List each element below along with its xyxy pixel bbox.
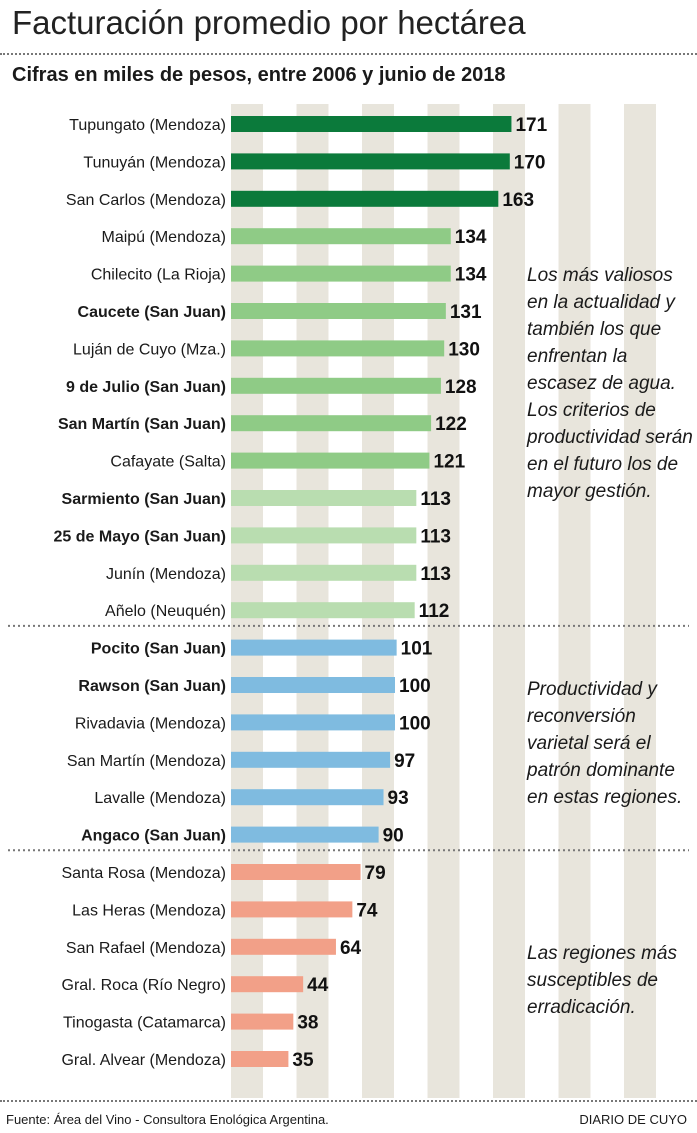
category-label: Cafayate (Salta) [110, 454, 226, 471]
bar [231, 190, 499, 207]
value-label: 38 [297, 1013, 318, 1034]
bar [231, 1013, 294, 1030]
category-label: Gral. Roca (Río Negro) [62, 977, 227, 994]
category-label: Tinogasta (Catamarca) [63, 1015, 226, 1032]
bar [231, 938, 336, 955]
bar [231, 602, 415, 619]
value-label: 113 [420, 489, 451, 510]
category-label: Las Heras (Mendoza) [72, 902, 226, 919]
value-label: 134 [455, 227, 487, 248]
category-label: San Martín (San Juan) [58, 416, 226, 433]
category-label: Tunuyán (Mendoza) [83, 154, 226, 171]
value-label: 163 [502, 190, 534, 211]
category-label: San Martín (Mendoza) [67, 753, 226, 770]
category-label: Gral. Alvear (Mendoza) [61, 1052, 226, 1069]
category-label: San Carlos (Mendoza) [66, 192, 226, 209]
category-label: Pocito (San Juan) [91, 641, 226, 658]
bar [231, 976, 304, 993]
bar [231, 377, 441, 394]
bar [231, 714, 395, 731]
chart-subtitle: Cifras en miles de pesos, entre 2006 y j… [12, 64, 506, 86]
category-label: Santa Rosa (Mendoza) [61, 865, 226, 882]
bar [231, 901, 353, 918]
bar [231, 527, 417, 544]
background-column [493, 104, 525, 1098]
value-label: 112 [419, 601, 450, 622]
bar [231, 228, 451, 245]
background-column [624, 104, 656, 1098]
category-label: San Rafael (Mendoza) [66, 940, 226, 957]
category-label: Añelo (Neuquén) [105, 603, 226, 620]
category-label: Rawson (San Juan) [78, 678, 226, 695]
bar [231, 751, 391, 768]
bar [231, 677, 395, 693]
bar [231, 415, 432, 432]
bar [231, 490, 417, 506]
bar [231, 153, 510, 170]
value-label: 44 [307, 975, 329, 996]
value-label: 121 [433, 452, 465, 473]
bar [231, 864, 361, 880]
value-label: 130 [448, 339, 480, 360]
value-label: 134 [455, 265, 487, 286]
value-label: 35 [292, 1050, 314, 1071]
category-label: Luján de Cuyo (Mza.) [73, 341, 226, 358]
brand-name: DIARIO DE CUYO [579, 1112, 687, 1127]
value-label: 113 [420, 564, 451, 585]
value-label: 170 [514, 152, 546, 173]
note-eradication: Las regiones más susceptibles de erradic… [527, 943, 677, 1018]
value-label: 128 [445, 377, 477, 398]
bar [231, 789, 384, 806]
note-reconversion: Productividad y reconversión varietal se… [527, 679, 683, 808]
bar [231, 639, 397, 656]
value-label: 74 [356, 900, 378, 921]
background-column [362, 104, 394, 1098]
bar [231, 303, 446, 319]
bar [231, 340, 445, 357]
value-label: 100 [399, 676, 431, 697]
background-column [558, 104, 591, 1098]
value-label: 64 [340, 938, 362, 959]
bar [231, 1051, 289, 1067]
value-label: 171 [515, 115, 547, 136]
title-divider [0, 53, 697, 55]
category-label: Junín (Mendoza) [106, 566, 226, 583]
category-label: Tupungato (Mendoza) [69, 117, 226, 134]
category-label: Maipú (Mendoza) [102, 229, 227, 246]
bar [231, 826, 379, 843]
footer-divider [0, 1100, 697, 1102]
category-label: Rivadavia (Mendoza) [75, 715, 226, 732]
category-label: Angaco (San Juan) [81, 828, 226, 845]
source-note: Fuente: Área del Vino - Consultora Enoló… [6, 1112, 329, 1127]
bar [231, 116, 512, 132]
note-high-value: Los más valiosos en la actualidad y tamb… [527, 265, 693, 502]
value-label: 79 [365, 863, 386, 884]
bar [231, 564, 417, 581]
value-label: 90 [383, 826, 404, 847]
value-label: 131 [450, 302, 482, 323]
value-label: 122 [435, 414, 467, 435]
bar [231, 452, 430, 469]
value-label: 100 [399, 713, 431, 734]
category-label: Chilecito (La Rioja) [91, 267, 226, 284]
value-label: 97 [394, 751, 415, 772]
category-label: 9 de Julio (San Juan) [66, 379, 226, 396]
bar [231, 265, 451, 282]
category-label: Lavalle (Mendoza) [94, 790, 226, 807]
chart-title: Facturación promedio por hectárea [12, 4, 526, 41]
category-label: Sarmiento (San Juan) [62, 491, 226, 508]
category-label: 25 de Mayo (San Juan) [54, 528, 227, 545]
value-label: 113 [420, 526, 451, 547]
value-label: 93 [388, 788, 409, 809]
value-label: 101 [401, 639, 433, 660]
category-label: Caucete (San Juan) [78, 304, 226, 321]
